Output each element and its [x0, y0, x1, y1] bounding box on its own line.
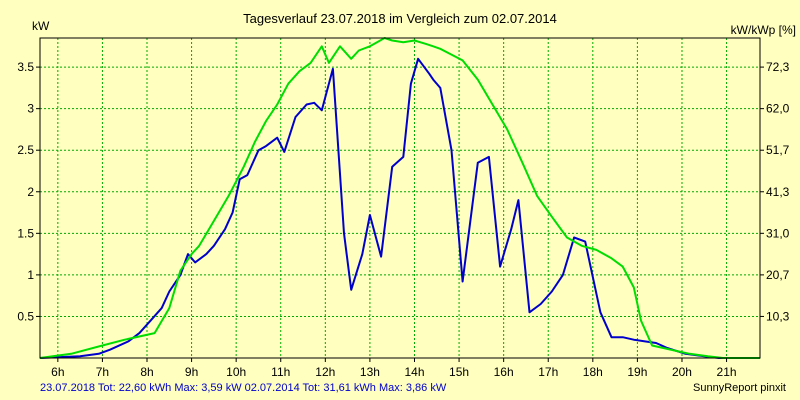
y-tick-label-right: 20,7	[766, 268, 790, 282]
y-tick-label-left: 1	[27, 268, 34, 282]
x-tick-label: 6h	[51, 365, 64, 379]
y-tick-label-right: 41,3	[766, 185, 790, 199]
y-tick-label-right: 31,0	[766, 226, 790, 240]
x-tick-label: 13h	[360, 365, 380, 379]
x-tick-label: 7h	[96, 365, 109, 379]
x-tick-label: 9h	[185, 365, 198, 379]
y-tick-label-left: 3.5	[17, 60, 34, 74]
x-tick-label: 15h	[449, 365, 469, 379]
y-tick-label-left: 1.5	[17, 226, 34, 240]
x-tick-label: 18h	[583, 365, 603, 379]
x-tick-label: 16h	[494, 365, 514, 379]
y-tick-label-left: 3	[27, 102, 34, 116]
chart-title: Tagesverlauf 23.07.2018 im Vergleich zum…	[243, 11, 557, 26]
x-tick-label: 21h	[717, 365, 737, 379]
x-tick-label: 10h	[226, 365, 246, 379]
tick-labels: 6h 7h 8h 9h 10h 11h 12h 13h 14h 15h 16h 17h 18h 19h 20…	[17, 60, 789, 379]
series-line-green	[39, 37, 760, 359]
y-tick-label-right: 10,3	[766, 309, 790, 323]
footer-credit: SunnyReport pinxit	[693, 382, 786, 394]
y-tick-label-right: 72,3	[766, 60, 790, 74]
series-layer	[39, 37, 760, 359]
y-tick-label-left: 2.5	[17, 143, 34, 157]
y-axis-label-right: kW/kWp [%]	[731, 23, 796, 37]
footer-stats: 23.07.2018 Tot: 22,60 kWh Max: 3,59 kW 0…	[40, 382, 447, 394]
y-tick-label-left: 2	[27, 185, 34, 199]
x-tick-label: 8h	[140, 365, 153, 379]
x-tick-label: 19h	[627, 365, 647, 379]
x-tick-label: 17h	[538, 365, 558, 379]
grid	[40, 38, 760, 358]
series-line-blue	[39, 57, 760, 359]
plot-frame	[39, 37, 761, 359]
x-tick-label: 20h	[672, 365, 692, 379]
x-tick-label: 12h	[315, 365, 335, 379]
x-tick-label: 11h	[271, 365, 290, 379]
y-tick-label-right: 62,0	[766, 102, 790, 116]
y-tick-label-left: 0.5	[17, 309, 34, 323]
x-tick-label: 14h	[404, 365, 424, 379]
y-axis-label-left: kW	[32, 19, 50, 33]
y-tick-label-right: 51,7	[766, 143, 790, 157]
